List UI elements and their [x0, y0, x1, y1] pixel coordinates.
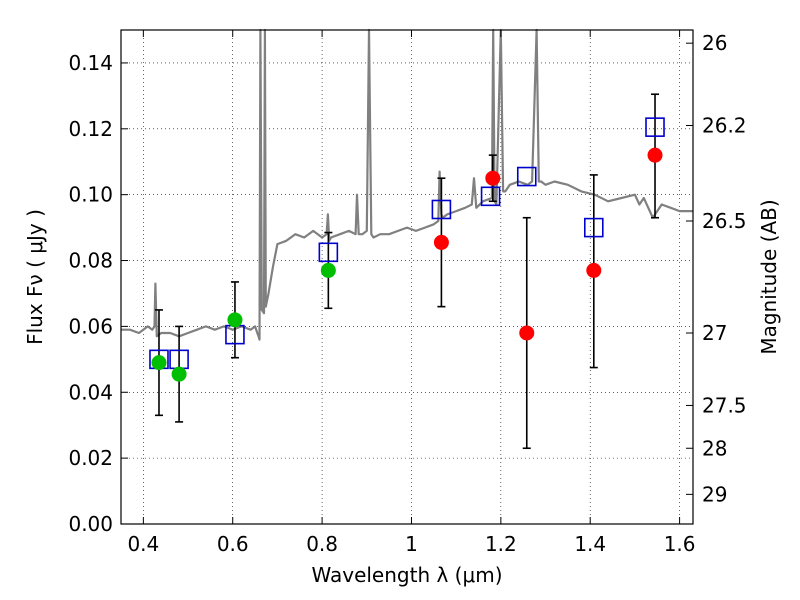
x-tick-label: 0.6 — [217, 532, 249, 556]
y-tick-label: 0.08 — [68, 249, 113, 273]
x-tick-label: 1.4 — [574, 532, 606, 556]
model-square-marker — [583, 217, 604, 238]
right-tick-label: 26.2 — [702, 114, 747, 138]
observed-point — [320, 262, 336, 278]
observed-point — [519, 325, 535, 341]
data-points — [149, 117, 665, 382]
right-tick-label: 27 — [702, 321, 727, 345]
model-square-marker — [431, 199, 452, 220]
right-tick-label: 26 — [702, 31, 727, 55]
y-tick-label: 0.12 — [68, 117, 113, 141]
model-square-marker — [318, 242, 339, 263]
right-tick-label: 28 — [702, 436, 727, 460]
y-axis-label: Flux Fν ( μJy ) — [23, 209, 47, 345]
x-tick-label: 1.6 — [664, 532, 696, 556]
axis-ticks — [121, 30, 693, 525]
plot-frame — [120, 29, 694, 525]
observed-point — [151, 355, 167, 371]
y-tick-label: 0.02 — [68, 446, 113, 470]
observed-point — [485, 170, 501, 186]
model-square-marker — [645, 117, 665, 137]
right-tick-label: 29 — [702, 482, 727, 506]
model-spectrum-line — [121, 28, 693, 341]
right-tick-label: 27.5 — [702, 393, 747, 417]
x-tick-label: 0.4 — [127, 532, 159, 556]
y-tick-label: 0.00 — [68, 512, 113, 536]
tick-labels: 0.4 0.6 0.8 1 1.2 1.4 1.6 0.00 0.02 0.04 0.06 0.08 0… — [68, 31, 746, 556]
model-square-marker — [516, 166, 537, 187]
observed-point — [433, 234, 449, 250]
x-tick-label: 1.2 — [485, 532, 517, 556]
observed-point — [586, 262, 602, 278]
x-axis-label: Wavelength λ (μm) — [311, 563, 502, 587]
y-tick-label: 0.14 — [68, 51, 113, 75]
x-tick-label: 1 — [405, 532, 418, 556]
observed-point — [171, 366, 187, 382]
y-tick-label: 0.10 — [68, 183, 113, 207]
x-tick-label: 0.8 — [306, 532, 338, 556]
observed-point — [647, 147, 663, 163]
observed-point — [227, 312, 243, 328]
model-square-marker — [480, 186, 501, 207]
y-tick-label: 0.04 — [68, 380, 113, 404]
right-tick-label: 26.5 — [702, 209, 747, 233]
y-tick-label: 0.06 — [68, 314, 113, 338]
right-axis-label: Magnitude (AB) — [757, 199, 781, 354]
grid — [121, 30, 693, 524]
